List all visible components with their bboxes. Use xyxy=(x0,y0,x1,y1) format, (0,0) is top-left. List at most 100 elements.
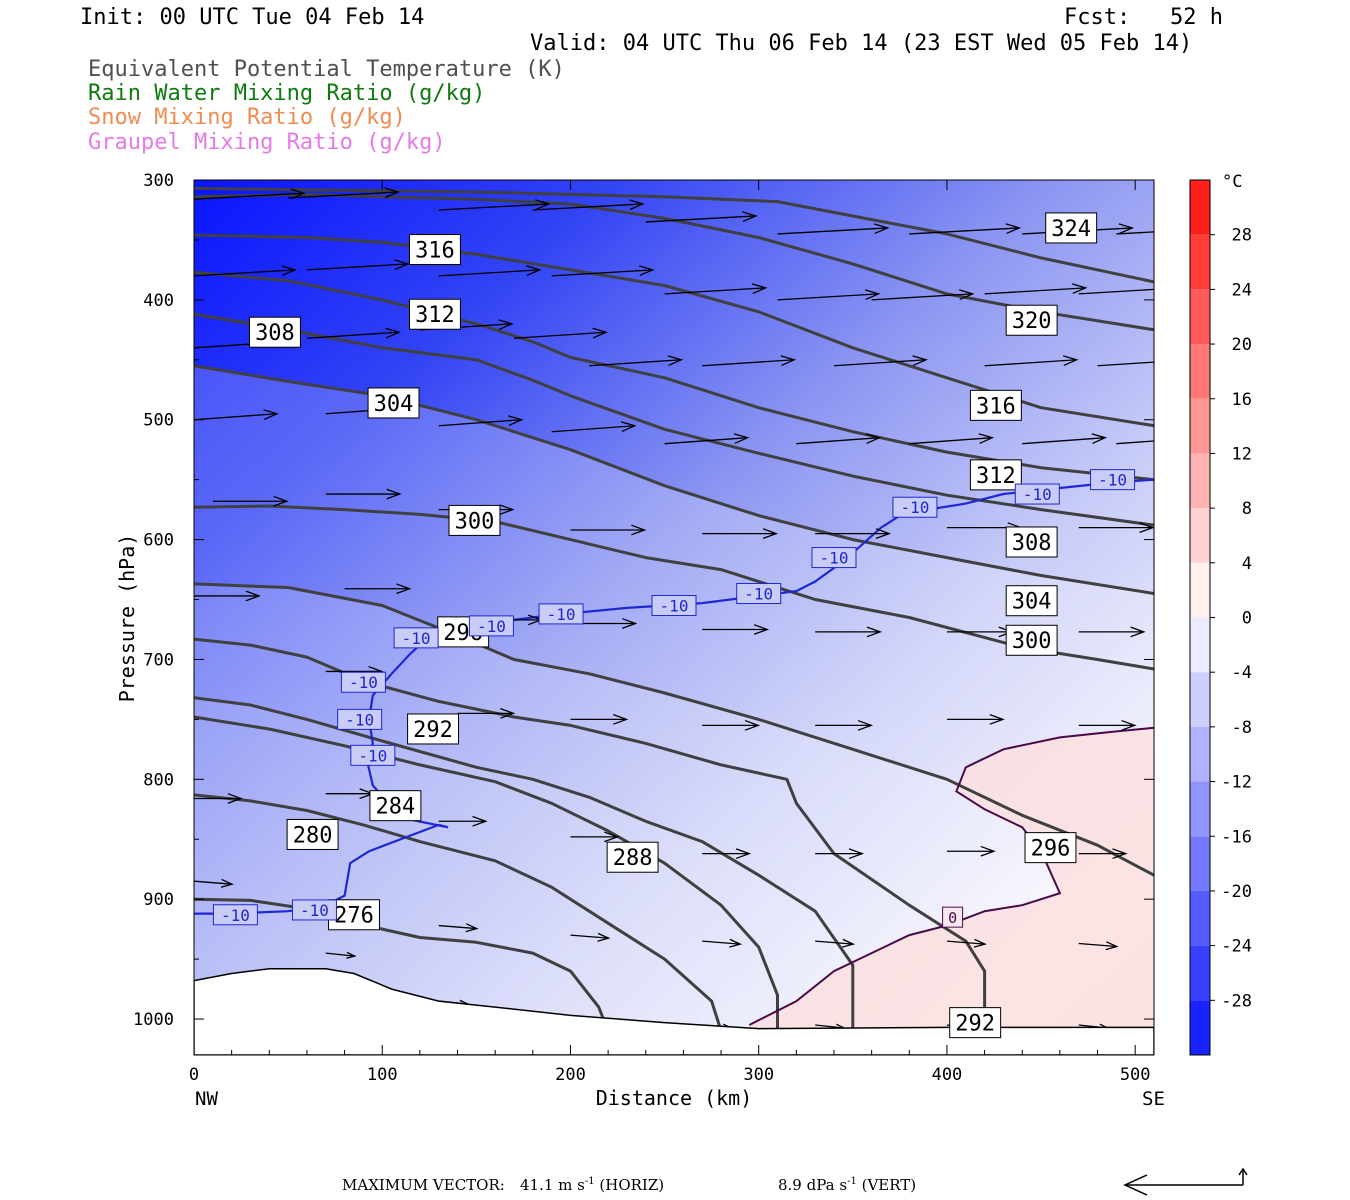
wind-vector xyxy=(796,433,882,445)
wind-vector xyxy=(457,707,516,719)
y-tick-label: 700 xyxy=(143,650,174,670)
isotherm-label: -10 xyxy=(468,615,514,637)
wind-vector xyxy=(909,223,1022,235)
svg-text:312: 312 xyxy=(976,464,1016,489)
wind-vector xyxy=(194,590,261,602)
isotherm-label: -10 xyxy=(337,708,383,730)
svg-text:308: 308 xyxy=(255,321,295,346)
x-tick-label: 0 xyxy=(189,1065,199,1085)
svg-text:300: 300 xyxy=(455,509,495,534)
svg-text:-10: -10 xyxy=(221,906,250,925)
wind-vector xyxy=(815,528,892,540)
colorbar-segment xyxy=(1190,672,1210,727)
wind-vector xyxy=(438,815,488,827)
y-tick-label: 500 xyxy=(143,411,174,431)
wind-vector xyxy=(833,355,928,367)
max-vector-label: MAXIMUM VECTOR: xyxy=(342,1176,505,1194)
theta-e-label: 276 xyxy=(328,899,380,931)
wind-vector xyxy=(702,938,743,948)
x-tick-label: 300 xyxy=(743,1065,774,1085)
plot-frame xyxy=(193,179,1155,1056)
colorbar-tick-label: -20 xyxy=(1221,882,1252,902)
wind-vector xyxy=(306,259,410,271)
theta-e-contour-316 xyxy=(194,233,1154,428)
wind-vector xyxy=(1078,719,1137,731)
colorbar-segment xyxy=(1190,289,1210,345)
wind-vector xyxy=(438,199,551,211)
colorbar-unit: °C xyxy=(1222,172,1242,192)
isotherm-label: -10 xyxy=(340,671,386,693)
wind-vector xyxy=(438,265,542,277)
theta-e-contour-296 xyxy=(194,582,1154,877)
svg-text:-10: -10 xyxy=(820,549,849,568)
svg-text:316: 316 xyxy=(415,238,455,263)
theta-e-contour-312 xyxy=(194,270,1154,482)
legend-rain: Rain Water Mixing Ratio (g/kg) xyxy=(88,81,486,106)
theta-e-label: 280 xyxy=(286,818,339,850)
theta-e-contour-280 xyxy=(194,793,723,1032)
wind-vector xyxy=(513,327,608,339)
wind-vector xyxy=(1116,440,1154,445)
wind-vector xyxy=(664,433,750,445)
theta-e-label: 316 xyxy=(408,234,461,266)
theta-e-contour-320 xyxy=(194,192,1154,332)
svg-text:280: 280 xyxy=(293,823,333,848)
wind-vector xyxy=(438,415,524,427)
colorbar-segment xyxy=(1190,890,1210,946)
colorbar-tick-label: -16 xyxy=(1221,827,1252,847)
wind-vector xyxy=(570,831,620,843)
x-tick-label: 200 xyxy=(555,1065,586,1085)
svg-text:-10: -10 xyxy=(477,617,506,636)
svg-text:-10: -10 xyxy=(402,629,431,648)
colorbar-tick-label: 0 xyxy=(1242,609,1252,629)
theta-e-label: 300 xyxy=(448,504,501,536)
wind-vector xyxy=(570,932,611,942)
isotherm-label: -10 xyxy=(892,496,938,518)
wind-vector xyxy=(1078,848,1128,860)
svg-text:300: 300 xyxy=(1012,629,1052,654)
theta-e-contour-288 xyxy=(194,696,855,1029)
colorbar-segment xyxy=(1190,726,1210,782)
wind-vector xyxy=(984,355,1079,367)
svg-text:292: 292 xyxy=(413,718,453,743)
theta-e-contour-284 xyxy=(194,715,779,1029)
x-end-right: SE xyxy=(1142,1088,1165,1110)
theta-e-label: 292 xyxy=(949,1007,1002,1039)
colorbar-tick-label: 4 xyxy=(1242,554,1252,574)
wind-vector xyxy=(815,848,865,860)
wind-vector xyxy=(702,719,761,731)
isotherm-label: -10 xyxy=(1090,469,1136,491)
svg-text:-10: -10 xyxy=(1023,485,1052,504)
colorbar-segment xyxy=(1190,945,1210,1001)
theta-e-label: 300 xyxy=(1005,624,1058,656)
svg-text:-10: -10 xyxy=(345,710,374,729)
colorbar-tick-label: 20 xyxy=(1232,335,1252,355)
wind-vector xyxy=(702,848,752,860)
wind-vector xyxy=(344,583,412,595)
colorbar-tick-label: 16 xyxy=(1232,390,1252,410)
colorbar-segment xyxy=(1190,781,1210,837)
theta-e-label: 304 xyxy=(367,387,420,419)
legend-snow: Snow Mixing Ratio (g/kg) xyxy=(88,105,406,130)
theta-e-label: 308 xyxy=(1005,526,1058,558)
svg-text:292: 292 xyxy=(955,1012,995,1037)
x-axis-title: Distance (km) xyxy=(596,1086,753,1110)
wind-vector xyxy=(194,793,243,804)
wind-vector xyxy=(194,878,234,888)
theta-e-label: 316 xyxy=(969,389,1022,421)
colorbar-segment xyxy=(1190,453,1210,509)
max-vector-horiz: 41.1 m s-1 (HORIZ) xyxy=(520,1176,665,1194)
svg-text:-10: -10 xyxy=(547,605,576,624)
colorbar-tick-label: -12 xyxy=(1221,773,1252,793)
colorbar-segment xyxy=(1190,180,1210,235)
theta-e-contour-292 xyxy=(194,637,987,1029)
wind-vector xyxy=(815,719,874,731)
wind-vector xyxy=(1078,288,1154,295)
theta-e-contour-324 xyxy=(194,186,1154,284)
colorbar-segment xyxy=(1190,344,1210,399)
y-axis-title: Pressure (hPa) xyxy=(115,534,139,703)
wind-vector xyxy=(1078,941,1119,951)
wind-vector xyxy=(325,951,357,959)
wind-vector xyxy=(1078,626,1146,638)
